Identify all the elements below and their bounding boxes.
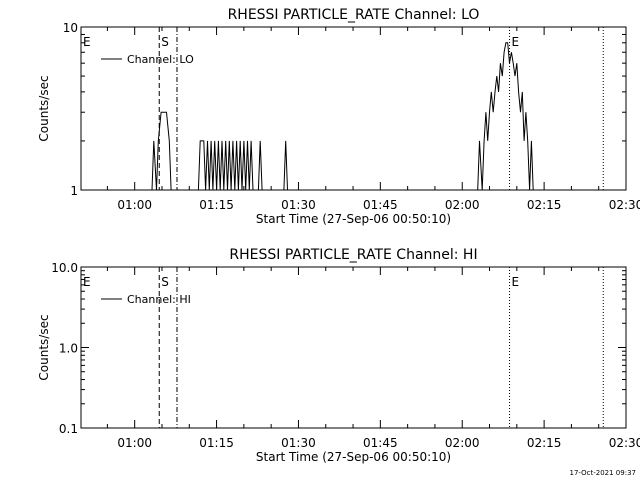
legend-label: Channel: HI — [127, 293, 191, 306]
x-tick-label: 01:00 — [117, 198, 152, 212]
chart-panel-0: RHESSI PARTICLE_RATE Channel: LO 1 10 Count… — [37, 7, 640, 226]
plot-frame — [80, 266, 627, 429]
x-tick-label: 01:15 — [199, 198, 234, 212]
x-tick-label: 01:15 — [199, 436, 234, 450]
event-marker-label: E — [83, 275, 91, 289]
event-marker-label: E — [512, 275, 520, 289]
x-tick-label: 02:30 — [609, 198, 640, 212]
legend-label: Channel: LO — [127, 53, 194, 66]
x-tick-label: 01:00 — [117, 436, 152, 450]
x-tick-label: 02:30 — [609, 436, 640, 450]
y-tick-label: 1 — [70, 184, 78, 198]
y-tick-label: 0.1 — [59, 422, 78, 436]
series-line — [151, 42, 534, 191]
y-tick-label: 10.0 — [51, 261, 78, 275]
x-tick-label: 01:45 — [363, 436, 398, 450]
x-tick-label: 01:30 — [281, 436, 316, 450]
x-axis-label: Start Time (27-Sep-06 00:50:10) — [256, 450, 451, 464]
event-marker-label: E — [83, 35, 91, 49]
x-tick-label: 02:15 — [527, 436, 562, 450]
chart-title: RHESSI PARTICLE_RATE Channel: LO — [228, 7, 480, 23]
x-tick-label: 02:00 — [445, 436, 480, 450]
chart-title: RHESSI PARTICLE_RATE Channel: HI — [229, 247, 477, 263]
x-tick-label: 01:45 — [363, 198, 398, 212]
event-marker-label: E — [512, 35, 520, 49]
x-tick-label: 02:00 — [445, 198, 480, 212]
y-axis-label: Counts/sec — [37, 314, 51, 380]
event-marker-label: S — [161, 275, 169, 289]
x-tick-label: 01:30 — [281, 198, 316, 212]
event-marker-label: S — [161, 35, 169, 49]
x-axis-label: Start Time (27-Sep-06 00:50:10) — [256, 212, 451, 226]
y-tick-label: 1.0 — [59, 342, 78, 356]
x-tick-label: 02:15 — [527, 198, 562, 212]
y-axis-label: Counts/sec — [37, 75, 51, 141]
plot-frame — [80, 26, 627, 191]
chart-panel-1: RHESSI PARTICLE_RATE Channel: HI 0.1 1.0 10… — [37, 247, 640, 464]
chart-panels: RHESSI PARTICLE_RATE Channel: LO 1 10 Count… — [37, 7, 640, 464]
y-tick-label: 10 — [63, 21, 78, 35]
timestamp-label: 17-Oct-2021 09:37 — [570, 469, 636, 477]
